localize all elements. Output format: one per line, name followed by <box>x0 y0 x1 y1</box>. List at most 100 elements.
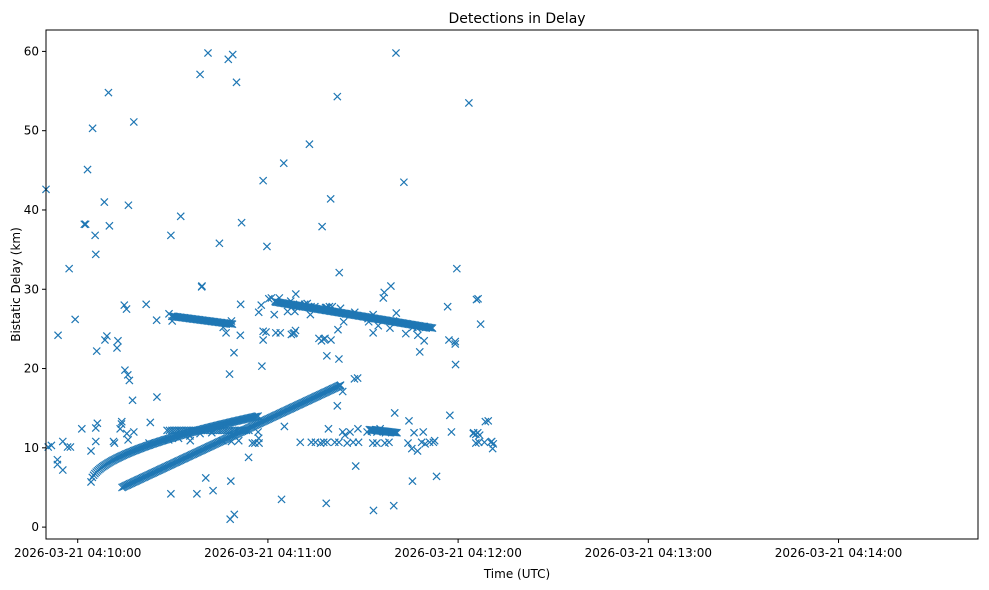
data-point <box>264 294 273 303</box>
data-point <box>176 212 185 221</box>
data-point <box>408 477 417 486</box>
data-point <box>104 88 113 97</box>
data-point <box>389 501 398 510</box>
y-tick-label: 50 <box>24 124 39 138</box>
data-point <box>91 437 100 446</box>
data-point <box>333 92 342 101</box>
data-point <box>480 438 489 447</box>
track-point <box>242 426 251 435</box>
data-point <box>186 436 195 445</box>
data-point <box>425 438 434 447</box>
data-point <box>259 335 268 345</box>
data-point <box>230 510 239 519</box>
data-point <box>66 443 75 452</box>
data-point <box>203 48 213 58</box>
data-point <box>353 374 362 383</box>
data-point <box>320 334 329 343</box>
track-point <box>86 477 96 486</box>
x-tick-label: 2026-03-21 04:13:00 <box>585 546 712 560</box>
track-point <box>244 426 253 435</box>
data-point <box>322 499 331 508</box>
data-point <box>196 70 205 79</box>
data-point <box>419 427 428 436</box>
data-point <box>54 331 63 340</box>
data-point <box>318 222 327 231</box>
data-point <box>93 419 102 428</box>
track-point <box>427 323 436 332</box>
data-point <box>128 396 137 405</box>
data-point <box>222 328 231 337</box>
track-point <box>425 323 434 332</box>
data-point <box>353 424 362 433</box>
data-point <box>335 268 344 277</box>
data-point <box>225 370 234 379</box>
data-point <box>447 427 456 436</box>
data-point <box>100 335 109 345</box>
data-point <box>124 201 133 210</box>
data-point <box>384 438 394 447</box>
data-point <box>201 473 210 482</box>
data-point <box>105 221 114 230</box>
data-point <box>323 438 332 447</box>
data-point <box>296 438 305 447</box>
data-point <box>91 423 100 433</box>
data-point <box>152 316 161 325</box>
data-point <box>113 336 122 345</box>
data-point <box>339 317 348 326</box>
x-tick-label: 2026-03-21 04:10:00 <box>14 546 141 560</box>
data-point <box>192 489 201 498</box>
chart-title: Detections in Delay <box>448 11 585 27</box>
y-tick-label: 20 <box>24 362 39 376</box>
data-point <box>257 362 266 371</box>
data-point <box>432 472 441 481</box>
track-point <box>392 428 401 437</box>
track-point <box>336 381 345 390</box>
data-point <box>120 366 129 375</box>
data-point <box>280 422 289 431</box>
track-point <box>226 319 236 328</box>
data-point <box>421 439 430 448</box>
data-point <box>259 327 268 336</box>
track-point <box>390 428 399 437</box>
data-point <box>305 140 314 149</box>
data-point <box>276 328 285 337</box>
data-point <box>481 417 490 426</box>
data-point <box>333 325 342 334</box>
data-point <box>410 428 419 437</box>
data-point <box>117 420 126 429</box>
data-point <box>228 50 237 59</box>
data-point <box>226 477 235 486</box>
data-point <box>354 438 363 447</box>
data-point <box>326 194 335 203</box>
data-point <box>129 117 138 126</box>
data-point <box>277 495 286 504</box>
data-point <box>452 264 461 273</box>
x-axis: 2026-03-21 04:10:00 2026-03-21 04:11:00 20… <box>14 539 902 560</box>
data-point <box>451 337 460 346</box>
data-point <box>369 328 378 337</box>
data-point <box>88 124 97 133</box>
data-point <box>351 462 360 471</box>
data-point <box>404 416 413 425</box>
data-point <box>324 424 333 433</box>
data-point <box>484 416 493 425</box>
data-point <box>102 332 111 341</box>
data-point <box>232 78 241 87</box>
data-point <box>80 220 89 229</box>
data-point <box>399 178 408 187</box>
data-point <box>100 198 109 207</box>
track-point <box>428 324 437 333</box>
data-point <box>392 309 401 318</box>
data-point <box>464 98 473 107</box>
data-point <box>129 427 138 436</box>
data-point <box>443 302 452 311</box>
x-tick-label: 2026-03-21 04:11:00 <box>204 546 331 560</box>
data-point <box>122 305 131 314</box>
data-point <box>110 439 119 448</box>
data-point <box>489 439 498 448</box>
data-point <box>340 431 349 440</box>
data-point <box>413 446 422 456</box>
data-point <box>229 348 239 357</box>
